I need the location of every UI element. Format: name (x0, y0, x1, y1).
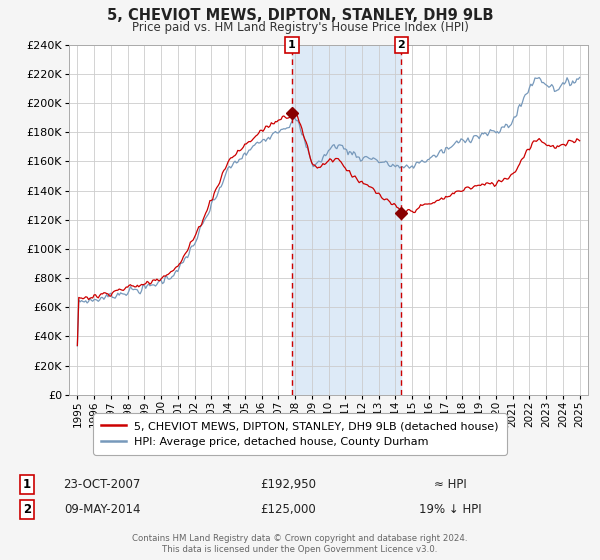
Text: 19% ↓ HPI: 19% ↓ HPI (419, 503, 481, 516)
Text: ≈ HPI: ≈ HPI (434, 478, 466, 491)
Text: 09-MAY-2014: 09-MAY-2014 (64, 503, 140, 516)
Legend: 5, CHEVIOT MEWS, DIPTON, STANLEY, DH9 9LB (detached house), HPI: Average price, : 5, CHEVIOT MEWS, DIPTON, STANLEY, DH9 9L… (94, 413, 506, 455)
Text: Contains HM Land Registry data © Crown copyright and database right 2024.: Contains HM Land Registry data © Crown c… (132, 534, 468, 543)
Bar (292, 45, 401, 395)
Text: £192,950: £192,950 (260, 478, 316, 491)
Text: 1: 1 (23, 478, 31, 491)
Text: 2: 2 (23, 503, 31, 516)
Text: Price paid vs. HM Land Registry's House Price Index (HPI): Price paid vs. HM Land Registry's House … (131, 21, 469, 34)
Text: 23-OCT-2007: 23-OCT-2007 (64, 478, 140, 491)
Text: 2: 2 (398, 40, 406, 50)
Text: 1: 1 (288, 40, 296, 50)
Text: This data is licensed under the Open Government Licence v3.0.: This data is licensed under the Open Gov… (163, 545, 437, 554)
Text: £125,000: £125,000 (260, 503, 316, 516)
Text: 5, CHEVIOT MEWS, DIPTON, STANLEY, DH9 9LB: 5, CHEVIOT MEWS, DIPTON, STANLEY, DH9 9L… (107, 8, 493, 24)
